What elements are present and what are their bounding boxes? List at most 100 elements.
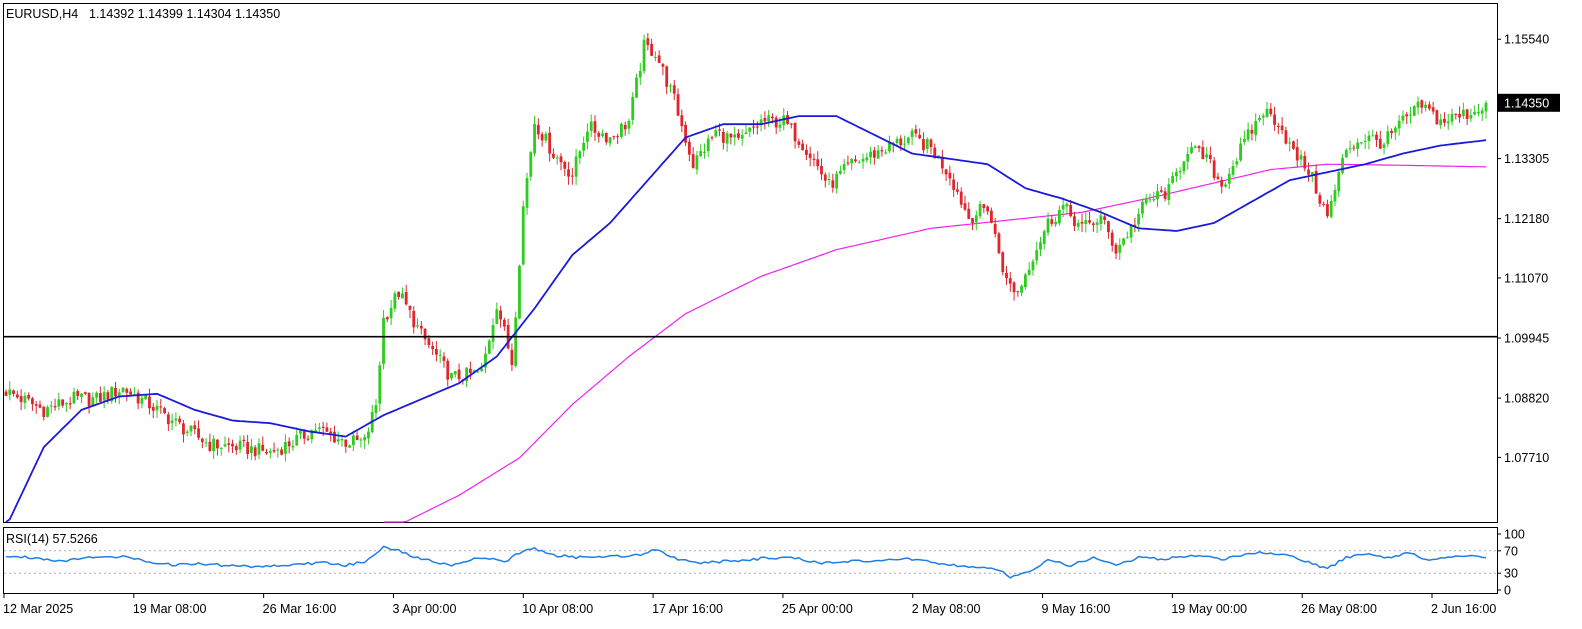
candle-body — [159, 406, 163, 408]
candle-body — [1378, 138, 1382, 149]
candle — [646, 33, 650, 51]
candle-body — [574, 156, 578, 177]
candle — [1280, 117, 1284, 135]
candle — [83, 391, 87, 396]
candle-body — [767, 115, 771, 122]
candle — [42, 406, 46, 421]
candle — [1273, 106, 1276, 131]
candle-body — [691, 154, 695, 168]
rsi-axis: 100 70 30 0 — [1497, 528, 1525, 598]
candle-body — [38, 404, 42, 408]
candle — [1469, 108, 1473, 123]
candle-body — [521, 206, 525, 265]
candle — [1356, 138, 1360, 157]
candle — [687, 138, 691, 162]
candle — [76, 389, 80, 400]
candle-body — [567, 169, 570, 177]
candle — [805, 144, 808, 161]
candle-body — [61, 399, 65, 406]
candle-body — [306, 438, 310, 440]
candle — [268, 448, 272, 459]
candle — [1269, 103, 1273, 117]
candle-body — [314, 430, 317, 432]
candle — [635, 73, 638, 99]
candle — [250, 438, 253, 461]
candle-body — [933, 147, 937, 159]
rsi-tick-label: 100 — [1504, 528, 1525, 542]
candle-body — [872, 150, 876, 158]
candle — [574, 148, 578, 186]
candle-body — [993, 223, 997, 234]
candle — [1178, 167, 1182, 180]
candle — [242, 435, 246, 448]
candle — [978, 200, 982, 219]
candle — [1344, 148, 1348, 158]
candle — [1235, 157, 1239, 168]
candle-body — [1310, 172, 1314, 176]
candle — [1163, 187, 1167, 202]
candle-body — [148, 396, 151, 409]
candle — [31, 397, 34, 411]
candle — [1397, 115, 1401, 136]
candle-body — [1329, 201, 1333, 217]
candle — [1329, 195, 1333, 219]
candle — [684, 121, 687, 147]
candle-body — [423, 328, 427, 340]
candle-body — [42, 406, 46, 418]
candle-body — [333, 431, 336, 443]
candle — [1299, 150, 1303, 167]
candle-body — [27, 395, 31, 399]
candle-body — [46, 407, 49, 417]
candle — [204, 438, 208, 447]
candle — [1352, 144, 1356, 151]
time-axis[interactable]: 12 Mar 2025 19 Mar 08:00 26 Mar 16:00 3 Apr… — [3, 594, 1496, 616]
candle-body — [1190, 147, 1193, 154]
candle — [763, 111, 767, 130]
candle-body — [125, 388, 129, 393]
candle — [869, 146, 872, 165]
candle-body — [231, 443, 234, 447]
time-tick-label: 26 May 08:00 — [1301, 602, 1377, 616]
candle — [1378, 130, 1382, 150]
candle-body — [1095, 222, 1099, 225]
candle — [1144, 193, 1148, 206]
candle-body — [1114, 244, 1118, 254]
candle-body — [1314, 171, 1318, 194]
candle — [363, 434, 367, 449]
candle — [1035, 241, 1039, 265]
candle-body — [302, 429, 306, 439]
candle — [1159, 186, 1163, 194]
candle — [49, 400, 53, 414]
price-tick-label: 1.07710 — [1504, 451, 1549, 465]
candle-body — [703, 151, 706, 153]
candle-body — [801, 143, 805, 151]
rsi-tick-label: 0 — [1504, 584, 1511, 598]
candle — [956, 182, 959, 195]
candle-body — [544, 133, 548, 141]
candle-body — [1069, 204, 1073, 217]
candle-body — [884, 152, 888, 154]
candle — [1050, 215, 1054, 227]
candle — [1073, 211, 1076, 231]
candle-body — [495, 309, 499, 324]
candle — [61, 399, 65, 408]
candle — [1212, 156, 1216, 181]
rsi-line — [5, 545, 1487, 579]
candle-body — [283, 442, 287, 454]
candle-body — [1254, 120, 1258, 136]
candle-body — [1322, 203, 1326, 205]
candle — [808, 146, 812, 167]
candle-body — [676, 94, 680, 116]
candle-body — [34, 404, 38, 406]
candle-body — [1220, 179, 1224, 187]
candle — [1054, 217, 1057, 228]
price-axis[interactable]: 1.15540 1.14350 1.13305 1.12180 1.11070 1.099… — [1497, 33, 1560, 465]
candle — [1454, 113, 1458, 120]
rsi-indicator-label: RSI(14) 57.5266 — [6, 532, 98, 546]
candle-body — [616, 136, 620, 138]
price-tick-label: 1.08820 — [1504, 392, 1549, 406]
candle — [1031, 259, 1035, 276]
candle — [1367, 130, 1371, 150]
candle-body — [502, 319, 506, 327]
candle — [555, 154, 559, 165]
